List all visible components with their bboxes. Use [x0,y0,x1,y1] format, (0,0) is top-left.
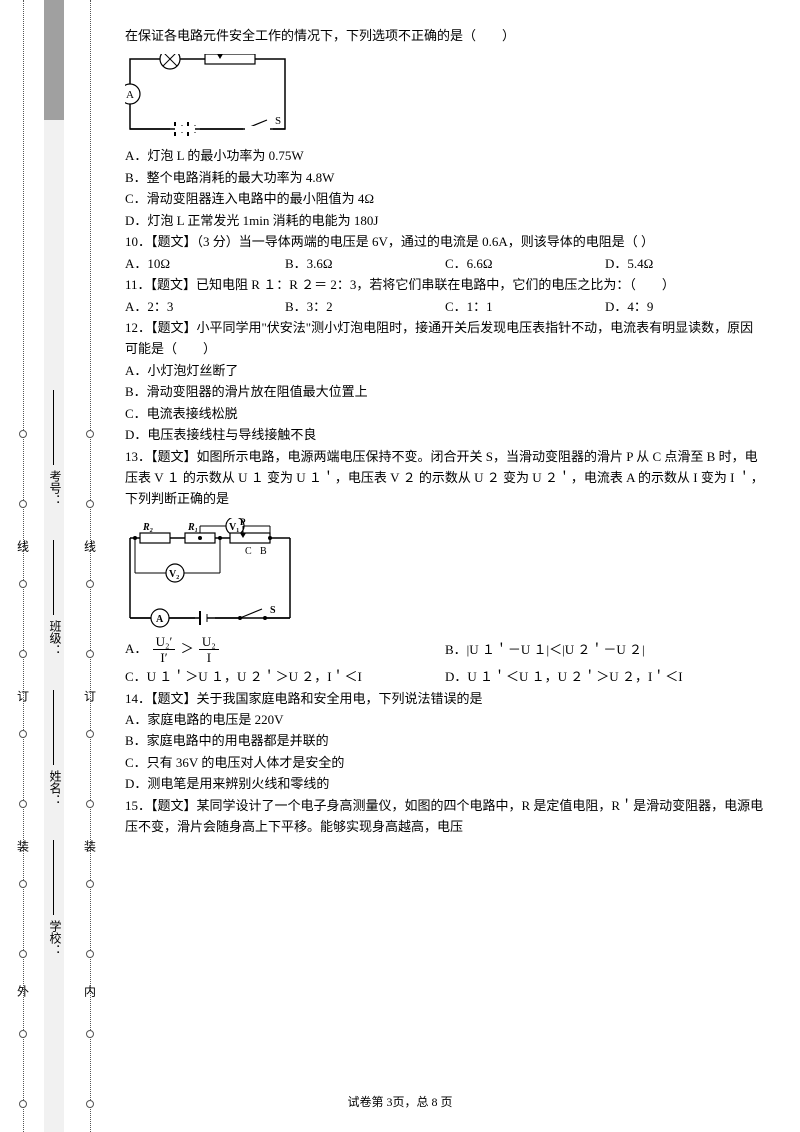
circle-marker [19,1030,27,1038]
q12-stem: 12．【题文】小平同学用"伏安法"测小灯泡电阻时，接通开关后发现电压表指针不动，… [125,317,765,360]
q14-stem: 14．【题文】关于我国家庭电路和安全用电，下列说法错误的是 [125,688,765,709]
info-underline [53,840,54,915]
circle-marker [86,430,94,438]
q9-optD: D．灯泡 L 正常发光 1min 消耗的电能为 180J [125,210,765,231]
info-underline [53,540,54,615]
circle-marker [86,1030,94,1038]
q13-b: B．|U １＇－U １|＜|U ２＇－U ２| [445,639,765,660]
q14-b: B．家庭电路中的用电器都是并联的 [125,730,765,751]
circle-marker [86,950,94,958]
svg-text:V₁: V₁ [229,522,239,533]
circuit-diagram-2: V₁ R₂ R₁ P C B V₂ [125,518,765,628]
svg-text:S: S [270,605,276,616]
circle-marker [86,650,94,658]
binding-char: 装 [15,840,32,852]
q11-d: D．4：9 [605,296,765,317]
q14-c: C．只有 36V 的电压对人体才是安全的 [125,752,765,773]
svg-text:R₁: R₁ [187,522,198,533]
q14-a: A．家庭电路的电压是 220V [125,709,765,730]
binding-char: 订 [15,690,32,702]
q10-b: B．3.6Ω [285,253,445,274]
binding-char: 内 [82,985,99,997]
frac2: U₂I [199,634,219,666]
binding-outer-dotline [23,0,24,1132]
binding-outer: 外 装 订 线 学校： 姓名： 班级： 考号： [15,0,63,1132]
q13-options-row1: A． U₂′I′ ＞ U₂I B．|U １＇－U １|＜|U ２＇－U ２| [125,634,765,666]
info-underline [53,390,54,465]
q13-options-row2: C．U １＇＞U １，U ２＇＞U ２，I＇＜I D．U １＇＜U １，U ２＇… [125,666,765,687]
circle-marker [86,500,94,508]
q13-c: C．U １＇＞U １，U ２＇＞U ２，I＇＜I [125,666,445,687]
circle-marker [19,880,27,888]
q9-optA: A．灯泡 L 的最小功率为 0.75W [125,145,765,166]
frac2-den: I [199,650,219,666]
q10-stem: 10．【题文】（3 分）当一导体两端的电压是 6V，通过的电流是 0.6A，则该… [125,231,765,252]
svg-text:R₂: R₂ [142,522,153,533]
q13-d: D．U １＇＜U １，U ２＇＞U ２，I＇＜I [445,666,765,687]
q15-stem: 15．【题文】某同学设计了一个电子身高测量仪，如图的四个电路中，R 是定值电阻，… [125,795,765,838]
q9-optB: B．整个电路消耗的最大功率为 4.8W [125,167,765,188]
q10-d: D．5.4Ω [605,253,765,274]
frac1: U₂′I′ [153,634,176,666]
q11-options: A．2：3 B．3：2 C．1：1 D．4：9 [125,296,765,317]
q13-a-gt: ＞ [181,641,197,656]
circle-marker [19,800,27,808]
binding-inner: 内 装 订 线 [75,0,105,1132]
q12-a: A．小灯泡灯丝断了 [125,360,765,381]
page-footer: 试卷第 3页，总 8 页 [0,1093,800,1110]
q11-b: B．3：2 [285,296,445,317]
info-class: 班级： [47,620,64,656]
circle-marker [86,880,94,888]
info-id: 考号： [47,470,64,506]
info-underline [53,690,54,765]
binding-char: 订 [82,690,99,702]
circle-marker [86,800,94,808]
circle-marker [86,730,94,738]
q12-d: D．电压表接线柱与导线接触不良 [125,424,765,445]
exam-content: 在保证各电路元件安全工作的情况下，下列选项不正确的是（ ） L P A [125,25,765,838]
circle-marker [86,580,94,588]
q13-a: A． U₂′I′ ＞ U₂I [125,634,445,666]
q11-a: A．2：3 [125,296,285,317]
q13-a-prefix: A． [125,641,147,656]
info-name: 姓名： [47,770,64,806]
q12-c: C．电流表接线松脱 [125,403,765,424]
circuit-diagram-1: L P A S [125,54,765,139]
svg-text:P: P [240,518,246,527]
circle-marker [19,650,27,658]
frac2-num: U₂ [199,634,219,651]
info-school: 学校： [47,920,64,956]
circle-marker [19,730,27,738]
q12-b: B．滑动变阻器的滑片放在阻值最大位置上 [125,381,765,402]
circle-marker [19,430,27,438]
circle-marker [19,950,27,958]
q13-stem: 13．【题文】如图所示电路，电源两端电压保持不变。闭合开关 S，当滑动变阻器的滑… [125,446,765,510]
svg-text:C: C [245,546,252,557]
svg-text:A: A [156,614,164,625]
q11-c: C．1：1 [445,296,605,317]
binding-char: 外 [15,985,32,997]
circle-marker [19,500,27,508]
frac1-den: I′ [153,650,176,666]
binding-char: 线 [82,540,99,552]
binding-char: 装 [82,840,99,852]
svg-text:V₂: V₂ [169,569,179,580]
q14-d: D．测电笔是用来辨别火线和零线的 [125,773,765,794]
q11-stem: 11．【题文】已知电阻 R １：R ２＝ 2：3，若将它们串联在电路中，它们的电… [125,274,765,295]
circle-marker [19,580,27,588]
q10-c: C．6.6Ω [445,253,605,274]
q9-optC: C．滑动变阻器连入电路中的最小阻值为 4Ω [125,188,765,209]
label-S: S [275,115,281,127]
q10-options: A．10Ω B．3.6Ω C．6.6Ω D．5.4Ω [125,253,765,274]
svg-text:B: B [260,546,267,557]
frac1-num: U₂′ [153,634,176,651]
label-A: A [126,89,134,101]
q10-a: A．10Ω [125,253,285,274]
binding-char: 线 [15,540,32,552]
q9-intro: 在保证各电路元件安全工作的情况下，下列选项不正确的是（ ） [125,25,765,46]
binding-inner-dotline [90,0,91,1132]
